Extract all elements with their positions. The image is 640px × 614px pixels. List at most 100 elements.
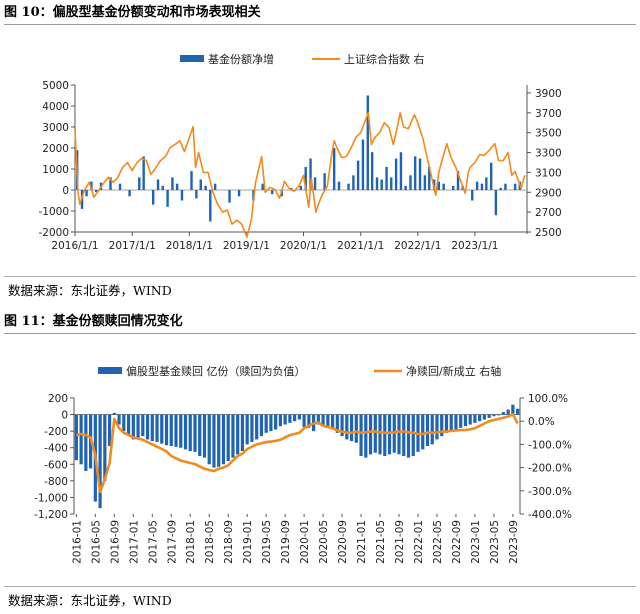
x-tick-label: 2023-05 (489, 520, 501, 564)
x-tick-label: 2018/1/1 (166, 240, 213, 252)
fund-share-bar (475, 181, 479, 190)
redemption-bar (136, 414, 140, 438)
redemption-bar (297, 414, 301, 420)
y2-tick-label: 3900 (535, 88, 562, 100)
fund-share-bar (504, 183, 507, 190)
fund-share-bar (375, 177, 379, 190)
fund-share-bar (494, 190, 498, 216)
figure-10-title: 图 10：偏股型基金份额变动和市场表现相关 (4, 2, 636, 25)
redemption-bar (103, 414, 107, 481)
redemption-bar (425, 414, 430, 447)
fund-share-bar (204, 185, 207, 190)
fund-share-bar (499, 187, 502, 190)
redemption-bar (449, 414, 453, 432)
y2-tick-label: 2700 (535, 207, 562, 219)
redemption-bar (326, 414, 330, 428)
fund-share-bar (366, 95, 369, 190)
redemption-bar (492, 414, 496, 417)
fund-redemption-chart: 偏股型基金赎回 亿份（赎回为负值） 净赎回/新成立 右轴 -1,200 -1,000 -… (34, 364, 572, 564)
redemption-bar (193, 414, 197, 452)
redemption-bar (278, 414, 282, 427)
y-tick-label: 3000 (42, 122, 69, 134)
redemption-bar (482, 414, 487, 420)
y2-tick-label: 3300 (535, 148, 562, 160)
redemption-bar (259, 414, 264, 437)
redemption-bar (141, 414, 145, 437)
fund-share-bar (175, 183, 179, 190)
y-tick-label: -2000 (38, 227, 69, 239)
x-tick-label: 2021/1/1 (337, 240, 384, 252)
fund-share-bar (304, 166, 307, 190)
x-tick-label: 2018-09 (223, 520, 235, 564)
fund-share-bar (118, 183, 122, 190)
y-tick-label: 1000 (42, 164, 69, 176)
fund-share-bar (190, 171, 193, 190)
redemption-bar (188, 414, 192, 452)
divider (4, 586, 636, 587)
legend-swatch-bar (98, 367, 122, 374)
y-tick-label: -800 (44, 476, 68, 488)
fund-share-bar (361, 139, 365, 190)
redemption-bar (321, 414, 325, 427)
x-tick-label: 2021-05 (375, 520, 387, 564)
x-tick-label: 2023-01 (470, 520, 482, 564)
divider (4, 276, 636, 277)
redemption-bar (169, 414, 173, 447)
redemption-bar (430, 414, 434, 445)
y-tick-label: 5000 (42, 80, 69, 92)
fund-share-bar (352, 175, 355, 190)
redemption-bar (122, 414, 126, 432)
redemption-bar (473, 414, 477, 423)
y2-tick-label: -200.0% (528, 463, 572, 475)
x-tick-label: 2022-05 (432, 520, 444, 564)
redemption-bar (330, 414, 335, 430)
y-tick-label: -600 (44, 459, 68, 471)
redemption-bar (506, 409, 510, 415)
redemption-bar (179, 414, 183, 448)
redemption-bar (501, 412, 505, 415)
x-tick-label: 2018-05 (204, 520, 216, 564)
fund-share-bar (90, 181, 93, 190)
y-tick-label: -200 (44, 426, 68, 438)
redemption-bar (307, 414, 311, 428)
redemption-bar (378, 414, 382, 455)
redemption-bar (316, 414, 320, 425)
fund-share-bar (399, 152, 403, 190)
redemption-bar (302, 414, 306, 427)
x-tick-label: 2017-01 (128, 520, 140, 564)
redemption-bar (373, 414, 377, 453)
redemption-bar (468, 414, 472, 425)
y-tick-label: -1,000 (34, 492, 68, 504)
fund-share-bar (428, 166, 431, 190)
index-line (74, 112, 526, 238)
redemption-bar (202, 414, 207, 458)
fund-share-bar (347, 183, 350, 190)
redemption-bar (107, 414, 112, 447)
fund-share-bar (394, 158, 398, 190)
legend-label: 上证综合指数 右 (344, 52, 425, 66)
redemption-bar (516, 408, 520, 415)
fund-share-bar (442, 183, 445, 190)
redemption-bar (345, 414, 349, 440)
legend-swatch-bar (180, 55, 204, 62)
redemption-bar (406, 414, 411, 458)
redemption-bar (349, 414, 354, 442)
x-tick-label: 2017/1/1 (109, 240, 156, 252)
redemption-bar (183, 414, 188, 450)
fund-share-bar (299, 185, 303, 190)
x-tick-label: 2019-05 (261, 520, 273, 564)
redemption-bar (74, 414, 78, 461)
fund-share-bar (332, 148, 336, 190)
fund-share-bar (356, 160, 360, 190)
redemption-bar (364, 414, 368, 458)
ratio-line (76, 412, 519, 494)
fund-share-bar (152, 190, 155, 205)
fund-share-bar (451, 185, 455, 190)
redemption-bar (444, 414, 449, 433)
fund-share-bar (413, 156, 417, 190)
y2-tick-label: -100.0% (528, 439, 572, 451)
legend-label: 净赎回/新成立 右轴 (406, 364, 501, 378)
x-tick-label: 2016/1/1 (51, 240, 98, 252)
legend-label: 基金份额净增 (208, 52, 274, 66)
redemption-bar (250, 414, 254, 442)
